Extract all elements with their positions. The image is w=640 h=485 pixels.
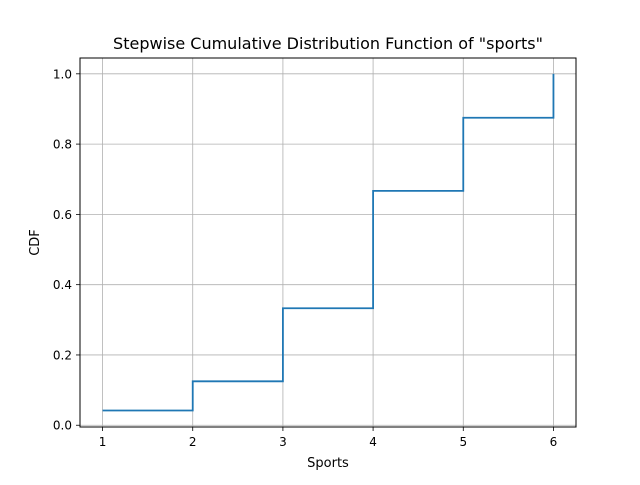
x-tick-label: 2 — [189, 435, 197, 449]
grid-lines — [80, 58, 576, 427]
y-axis-ticks: 0.0 0.2 0.4 0.6 0.8 1.0 — [53, 67, 80, 433]
chart-title: Stepwise Cumulative Distribution Functio… — [113, 34, 543, 53]
x-tick-label: 5 — [459, 435, 467, 449]
x-tick-label: 4 — [369, 435, 377, 449]
x-tick-label: 1 — [99, 435, 107, 449]
y-tick-label: 0.0 — [53, 419, 72, 433]
y-tick-label: 0.8 — [53, 138, 72, 152]
x-axis-label: Sports — [307, 456, 349, 471]
cdf-step-line — [102, 73, 555, 412]
x-tick-label: 6 — [550, 435, 558, 449]
y-tick-label: 0.4 — [53, 278, 72, 292]
axes-frame — [79, 57, 577, 428]
series-layer — [102, 73, 555, 412]
x-axis-ticks: 1 2 3 4 5 6 — [99, 427, 558, 449]
y-axis-label: CDF — [28, 229, 43, 256]
y-tick-label: 1.0 — [53, 67, 72, 81]
y-tick-label: 0.2 — [53, 348, 72, 362]
y-tick-label: 0.6 — [53, 208, 72, 222]
x-tick-label: 3 — [279, 435, 287, 449]
